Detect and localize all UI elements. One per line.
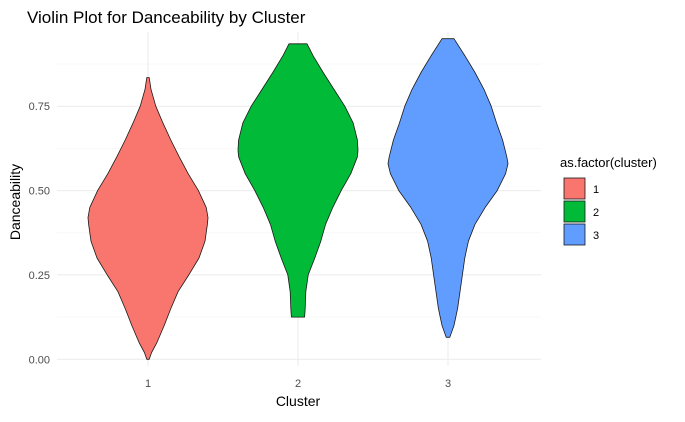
violin-cluster-2: [237, 43, 359, 318]
y-axis-title: Danceability: [7, 164, 23, 240]
legend-label-3: 3: [593, 230, 599, 242]
legend-swatch-1: [563, 177, 586, 200]
violins: [87, 38, 509, 360]
legend-title: as.factor(cluster): [560, 155, 657, 170]
y-tick-label: 0.00: [29, 354, 50, 366]
chart-title: Violin Plot for Danceability by Cluster: [27, 8, 306, 27]
x-tick-label: 3: [445, 378, 451, 390]
violin-cluster-1: [87, 77, 209, 360]
axis-labels: 0.00 0.25 0.50 0.75 1 2 3: [29, 101, 451, 390]
legend-label-1: 1: [593, 184, 599, 196]
x-tick-label: 1: [145, 378, 151, 390]
y-tick-label: 0.75: [29, 101, 50, 113]
violin-cluster-3: [387, 38, 509, 338]
y-tick-label: 0.25: [29, 270, 50, 282]
y-tick-label: 0.50: [29, 186, 50, 198]
legend-label-2: 2: [593, 207, 599, 219]
legend: as.factor(cluster) 1 2 3: [560, 155, 657, 246]
legend-swatch-3: [563, 223, 586, 246]
x-tick-label: 2: [295, 378, 301, 390]
x-axis-title: Cluster: [276, 393, 321, 409]
legend-swatch-2: [563, 200, 586, 223]
